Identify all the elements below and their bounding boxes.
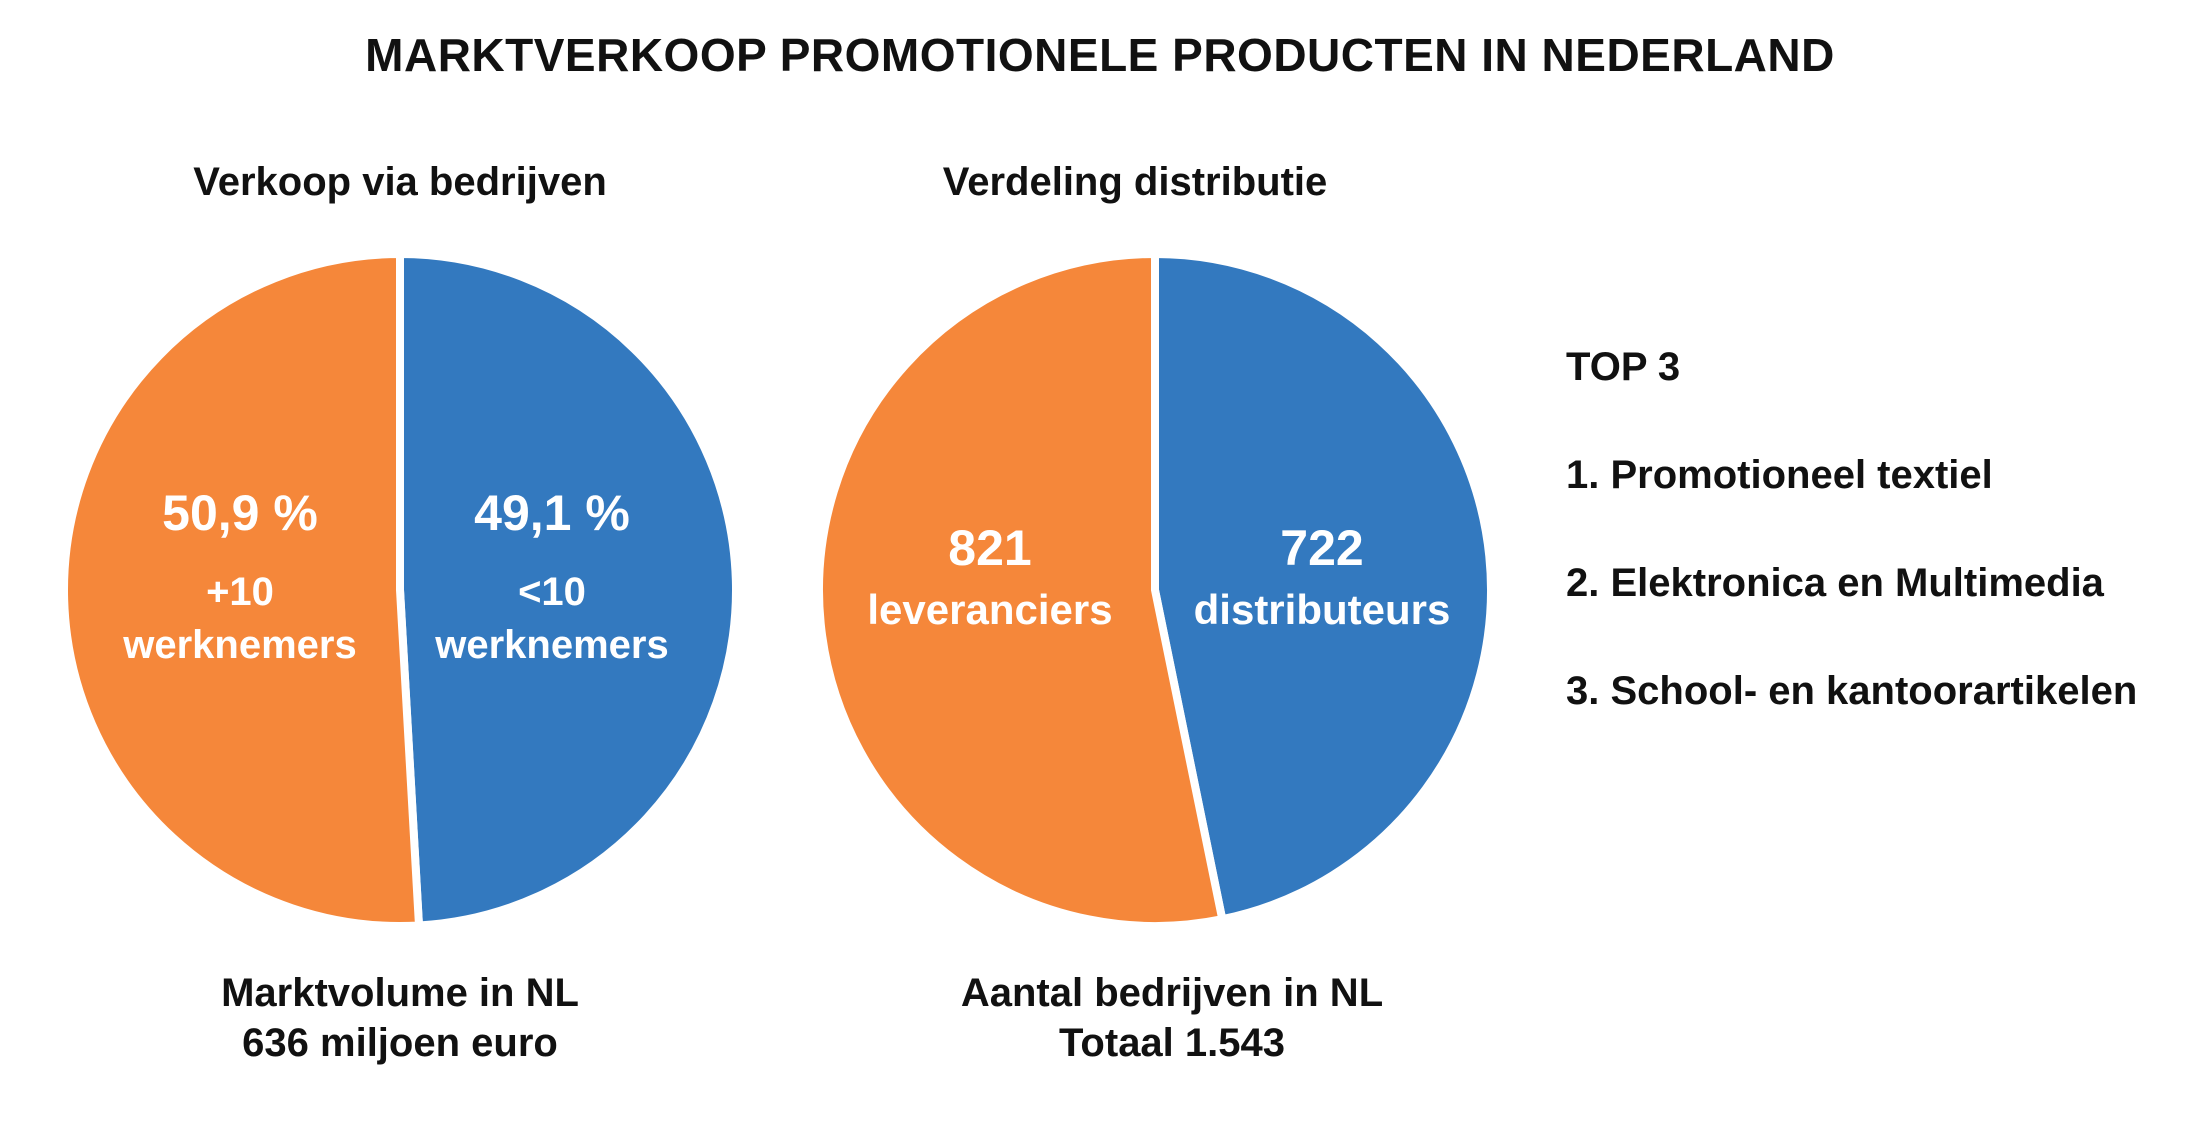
pie-verkoop-slice-1-sublabel2: werknemers: [122, 623, 356, 667]
pie-verkoop-slice-1-label: 50,9 %: [162, 485, 318, 541]
right-caption-line1: Aantal bedrijven in NL: [960, 971, 1384, 1015]
top3-item-2: 2. Elektronica en Multimedia: [1566, 561, 2104, 605]
right-caption-line2: Totaal 1.543: [1058, 1021, 1286, 1065]
top3-item-3: 3. School- en kantoorartikelen: [1566, 669, 2138, 713]
pie-verkoop-slice-0-sublabel2: werknemers: [434, 623, 668, 667]
pie-verkoop-slice-0-sublabel1: <10: [518, 570, 586, 614]
right-pie-caption: Aantal bedrijven in NL Totaal 1.543: [822, 968, 1522, 1068]
pie-verkoop-slice-1: [60, 249, 424, 930]
top3-list: TOP 3 1. Promotioneel textiel 2. Elektro…: [1566, 345, 2137, 777]
pie-verkoop-slice-0-label: 49,1 %: [474, 485, 630, 541]
top3-heading: TOP 3: [1566, 345, 1681, 389]
left-caption-line2: 636 miljoen euro: [242, 1021, 558, 1065]
right-pie-title: Verdeling distributie: [942, 160, 1328, 204]
top3-item-1: 1. Promotioneel textiel: [1566, 453, 1993, 497]
pie-verkoop-slice-0: [396, 249, 740, 930]
left-pie-caption: Marktvolume in NL 636 miljoen euro: [50, 968, 750, 1068]
pie-verkoop-slice-1-sublabel1: +10: [206, 570, 274, 614]
left-pie-title: Verkoop via bedrijven: [193, 160, 607, 204]
chart-title: MARKTVERKOOP PROMOTIONELE PRODUCTEN IN N…: [365, 29, 1835, 81]
left-caption-line1: Marktvolume in NL: [221, 971, 579, 1015]
